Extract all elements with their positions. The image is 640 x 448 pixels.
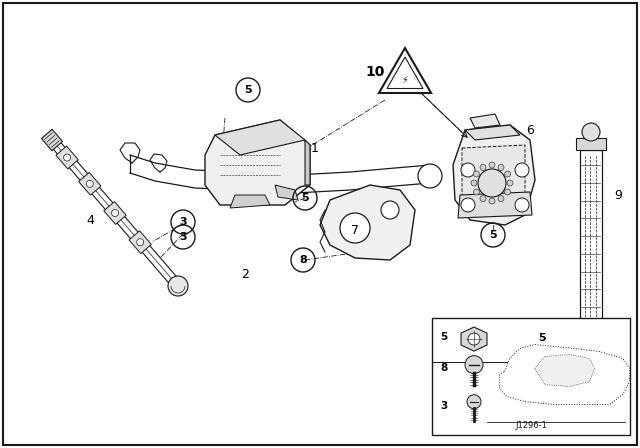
Circle shape bbox=[583, 344, 599, 360]
Circle shape bbox=[168, 276, 188, 296]
Polygon shape bbox=[462, 145, 525, 212]
Text: 4: 4 bbox=[86, 214, 94, 227]
Polygon shape bbox=[56, 146, 78, 169]
Circle shape bbox=[515, 163, 529, 177]
Polygon shape bbox=[79, 172, 101, 195]
Polygon shape bbox=[461, 327, 487, 351]
Bar bbox=[432, 318, 630, 435]
Text: 8: 8 bbox=[299, 255, 307, 265]
Text: 7: 7 bbox=[351, 224, 359, 237]
Polygon shape bbox=[104, 202, 126, 224]
Text: 8: 8 bbox=[440, 363, 447, 373]
Polygon shape bbox=[205, 120, 310, 205]
Circle shape bbox=[498, 164, 504, 170]
Circle shape bbox=[381, 201, 399, 219]
Polygon shape bbox=[48, 137, 182, 289]
Circle shape bbox=[504, 189, 511, 195]
Polygon shape bbox=[215, 120, 305, 155]
Circle shape bbox=[468, 333, 480, 345]
Circle shape bbox=[515, 198, 529, 212]
Polygon shape bbox=[470, 114, 500, 128]
Circle shape bbox=[63, 154, 70, 161]
Text: J1296-1: J1296-1 bbox=[515, 421, 547, 430]
Text: ⚡: ⚡ bbox=[401, 75, 408, 85]
Circle shape bbox=[271, 169, 289, 187]
Polygon shape bbox=[500, 345, 630, 405]
Polygon shape bbox=[42, 129, 63, 151]
Polygon shape bbox=[305, 140, 310, 185]
Circle shape bbox=[474, 189, 479, 195]
Polygon shape bbox=[379, 48, 431, 93]
Circle shape bbox=[86, 180, 93, 187]
Circle shape bbox=[489, 198, 495, 204]
Text: 5: 5 bbox=[538, 333, 546, 343]
Text: 3: 3 bbox=[440, 401, 447, 411]
Circle shape bbox=[418, 164, 442, 188]
Text: 5: 5 bbox=[489, 230, 497, 240]
Polygon shape bbox=[230, 195, 270, 208]
Circle shape bbox=[582, 123, 600, 141]
Text: 9: 9 bbox=[614, 189, 622, 202]
Polygon shape bbox=[465, 125, 520, 140]
Text: 5: 5 bbox=[440, 332, 447, 342]
Polygon shape bbox=[387, 57, 423, 89]
Circle shape bbox=[471, 180, 477, 186]
Circle shape bbox=[478, 169, 506, 197]
Circle shape bbox=[498, 196, 504, 202]
Circle shape bbox=[504, 171, 511, 177]
Circle shape bbox=[474, 171, 479, 177]
Polygon shape bbox=[320, 185, 415, 260]
Circle shape bbox=[137, 239, 144, 246]
Circle shape bbox=[467, 395, 481, 409]
Text: 5: 5 bbox=[244, 85, 252, 95]
Circle shape bbox=[507, 180, 513, 186]
Circle shape bbox=[461, 198, 475, 212]
Circle shape bbox=[111, 210, 118, 216]
Bar bbox=[580, 150, 602, 340]
Text: 10: 10 bbox=[365, 65, 385, 79]
Polygon shape bbox=[458, 192, 532, 218]
Polygon shape bbox=[453, 125, 535, 225]
Polygon shape bbox=[275, 185, 298, 200]
Circle shape bbox=[461, 163, 475, 177]
Circle shape bbox=[480, 164, 486, 170]
Text: 3: 3 bbox=[179, 232, 187, 242]
Text: 2: 2 bbox=[241, 268, 249, 281]
Polygon shape bbox=[576, 138, 606, 150]
Circle shape bbox=[480, 196, 486, 202]
Polygon shape bbox=[129, 231, 152, 254]
Circle shape bbox=[465, 356, 483, 374]
Polygon shape bbox=[534, 354, 595, 387]
Polygon shape bbox=[575, 340, 608, 352]
Text: 1: 1 bbox=[311, 142, 319, 155]
Text: 5: 5 bbox=[301, 193, 309, 203]
Circle shape bbox=[340, 213, 370, 243]
Circle shape bbox=[489, 162, 495, 168]
Text: 3: 3 bbox=[179, 217, 187, 227]
Text: 6: 6 bbox=[526, 124, 534, 137]
